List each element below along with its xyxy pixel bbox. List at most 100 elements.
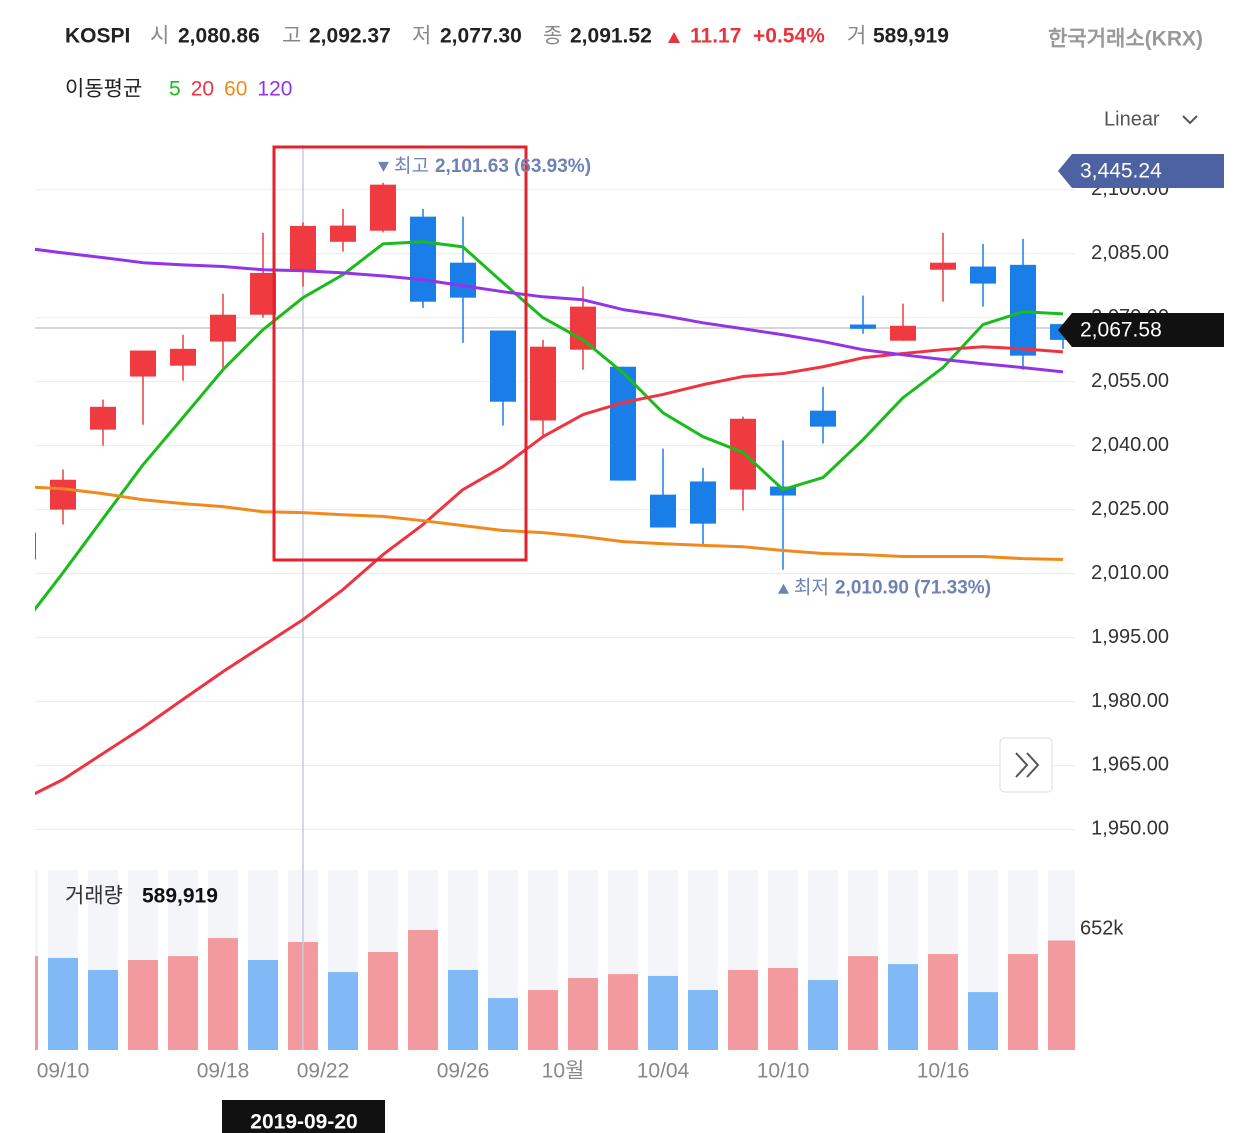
annotation-label: 최저 <box>794 577 829 599</box>
volume-bar <box>728 970 758 1050</box>
volume-bar <box>128 960 158 1050</box>
x-tick-label: 09/26 <box>437 1060 490 1083</box>
annotation-pct: (63.93%) <box>514 156 591 177</box>
volume-bar <box>168 956 198 1050</box>
y-tick-label: 2,040.00 <box>1091 434 1169 456</box>
candle-body <box>610 366 636 481</box>
volume-bar <box>248 960 278 1050</box>
low-value: 2,077.30 <box>440 25 522 48</box>
y-tick-label: 1,950.00 <box>1091 818 1169 840</box>
volume-tick-label: 652k <box>1080 917 1124 939</box>
ma-legend: 이동평균 5 20 60 120 <box>65 78 292 101</box>
scroll-right-button[interactable] <box>999 737 1053 793</box>
ma-line <box>35 247 1064 374</box>
candle-body <box>90 406 116 430</box>
candle-body <box>330 225 356 242</box>
volume-bar <box>608 974 638 1050</box>
chevron[interactable] <box>1182 115 1198 125</box>
candle-body <box>810 410 836 427</box>
legend-entry: 120 <box>257 78 292 101</box>
candle-body <box>250 272 276 315</box>
ma-line <box>35 345 1064 796</box>
ma-line <box>35 485 1064 561</box>
volume-bar <box>1008 954 1038 1050</box>
crosshair-date: 2019-09-20 <box>250 1111 357 1133</box>
y-tick-label: 1,980.00 <box>1091 690 1169 712</box>
volume-bar <box>448 970 478 1050</box>
header: KOSPI 시 2,080.86 고 2,092.37 저 2,077.30 종… <box>65 25 1203 51</box>
open-value: 2,080.86 <box>178 25 260 48</box>
legend-entry: 20 <box>191 78 214 101</box>
y-tick-label: 1,965.00 <box>1091 754 1169 776</box>
last-price-badge: 2,067.58 <box>1080 319 1162 342</box>
ma-line <box>35 240 1064 612</box>
close-value: 2,091.52 <box>570 25 652 48</box>
volume-bar <box>808 980 838 1050</box>
candle-body <box>290 225 316 272</box>
legend-title: 이동평균 <box>65 78 142 101</box>
y-tick-label: 2,085.00 <box>1091 242 1169 264</box>
volume-bar <box>328 972 358 1050</box>
volume-bar <box>888 964 918 1050</box>
x-tick-label: 09/18 <box>197 1060 250 1083</box>
high-value: 2,092.37 <box>309 25 391 48</box>
volume-bar <box>528 990 558 1050</box>
candle-body <box>130 350 156 377</box>
price-panel <box>35 145 1075 860</box>
annotation-value: 2,010.90 <box>835 578 909 599</box>
candle-body <box>410 216 436 302</box>
change-pct: +0.54% <box>753 25 825 48</box>
volume-bar <box>1048 940 1075 1050</box>
candle-body <box>370 184 396 231</box>
x-tick-label: 09/10 <box>37 1060 90 1083</box>
double-chevron[interactable] <box>1015 752 1040 778</box>
volume-value: 589,919 <box>873 25 949 48</box>
scale-menu-label[interactable]: Linear <box>1104 108 1160 130</box>
volume-bar <box>48 957 78 1050</box>
low-label: 저 <box>412 25 431 48</box>
close-label: 종 <box>543 25 562 48</box>
volume-title: 거래량 <box>65 885 123 908</box>
last-price-badge-box <box>1058 313 1224 348</box>
annotation-marker <box>378 161 389 172</box>
y-tick-label: 2,025.00 <box>1091 498 1169 520</box>
volume-bar <box>648 975 678 1050</box>
candle-body <box>570 306 596 350</box>
change: 11.17 <box>690 25 741 48</box>
candle-body <box>850 324 876 329</box>
y-tick-label: 2,010.00 <box>1091 562 1169 584</box>
volume-bar <box>928 954 958 1050</box>
legend-entry: 5 <box>169 78 181 101</box>
grid: 1,950.00 1,965.00 1,980.00 1,995.00 2,010.00… <box>35 178 1169 840</box>
y-tick-label: 1,995.00 <box>1091 626 1169 648</box>
x-tick-label: 10/10 <box>757 1060 810 1083</box>
up-arrow <box>668 32 680 43</box>
annotation-label: 최고 <box>394 155 429 177</box>
candle-body <box>650 494 676 528</box>
volume-bar <box>35 956 38 1050</box>
annotation-marker <box>778 583 789 594</box>
y-tick-label: 2,055.00 <box>1091 370 1169 392</box>
volume-bar <box>88 970 118 1050</box>
volume-label: 거 <box>847 25 866 48</box>
volume-bar <box>688 990 718 1050</box>
candle-body <box>490 330 516 402</box>
candle-body <box>890 325 916 341</box>
crosshair-date-box <box>222 1100 385 1133</box>
volume-bar <box>368 952 398 1050</box>
legend-entry: 60 <box>224 78 247 101</box>
candle-body <box>530 346 556 421</box>
scale-menu[interactable]: Linear <box>1104 108 1198 130</box>
candle-body <box>35 532 36 560</box>
x-tick-label: 09/22 <box>297 1060 350 1083</box>
volume-panel <box>35 860 1075 1050</box>
x-tick-label: 10월 <box>542 1060 585 1083</box>
symbol: KOSPI <box>65 25 130 48</box>
candle-body <box>930 262 956 270</box>
candle-body <box>210 314 236 342</box>
volume-bar <box>768 967 798 1050</box>
volume-bar <box>568 978 598 1050</box>
x-tick-label: 10/16 <box>917 1060 970 1083</box>
candle-body <box>450 262 476 298</box>
